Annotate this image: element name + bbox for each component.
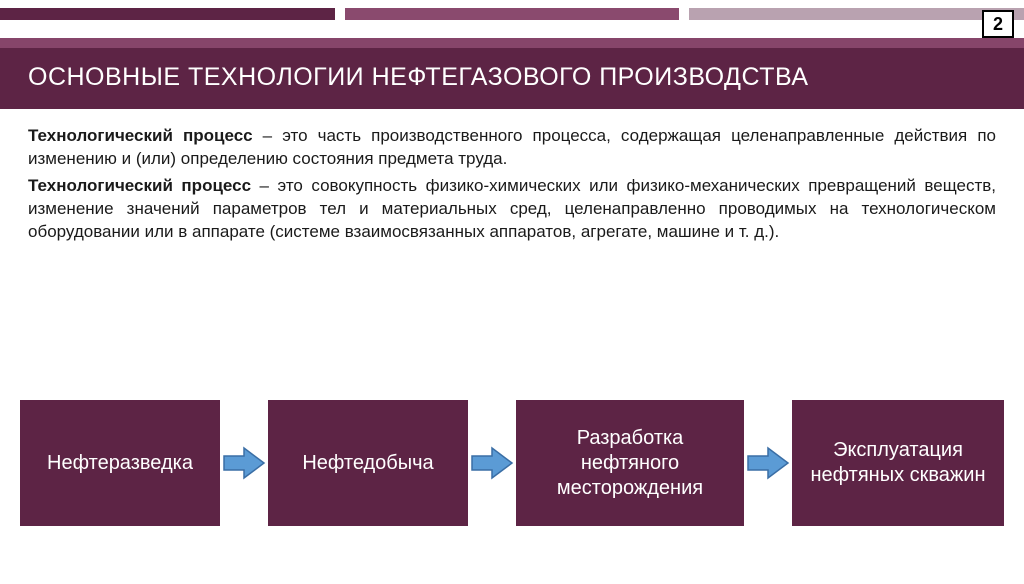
page-number: 2 bbox=[982, 10, 1014, 38]
stripe-seg-2 bbox=[345, 8, 680, 20]
flow-arrow-2 bbox=[470, 446, 514, 480]
flow-box-2: Нефтедобыча bbox=[268, 400, 468, 526]
top-decoration-stripe bbox=[0, 8, 1024, 20]
flow-arrow-3 bbox=[746, 446, 790, 480]
page-number-value: 2 bbox=[993, 14, 1003, 35]
body-text: Технологический процесс – это часть прои… bbox=[0, 109, 1024, 244]
paragraph-1: Технологический процесс – это часть прои… bbox=[28, 125, 996, 171]
flow-arrow-1 bbox=[222, 446, 266, 480]
title-band-accent bbox=[0, 38, 1024, 48]
stripe-seg-3 bbox=[689, 8, 1024, 20]
flow-box-3: Разработка нефтяного месторождения bbox=[516, 400, 744, 526]
paragraph-2: Технологический процесс – это совокупнос… bbox=[28, 175, 996, 244]
paragraph-1-lead: Технологический процесс bbox=[28, 126, 253, 145]
title-band: ОСНОВНЫЕ ТЕХНОЛОГИИ НЕФТЕГАЗОВОГО ПРОИЗВ… bbox=[0, 38, 1024, 109]
paragraph-2-lead: Технологический процесс bbox=[28, 176, 251, 195]
slide-title: ОСНОВНЫЕ ТЕХНОЛОГИИ НЕФТЕГАЗОВОГО ПРОИЗВ… bbox=[0, 48, 1024, 109]
flow-box-4: Эксплуатация нефтяных скважин bbox=[792, 400, 1004, 526]
stripe-seg-1 bbox=[0, 8, 335, 20]
flow-box-1: Нефтеразведка bbox=[20, 400, 220, 526]
process-flow: Нефтеразведка Нефтедобыча Разработка неф… bbox=[20, 400, 1004, 526]
